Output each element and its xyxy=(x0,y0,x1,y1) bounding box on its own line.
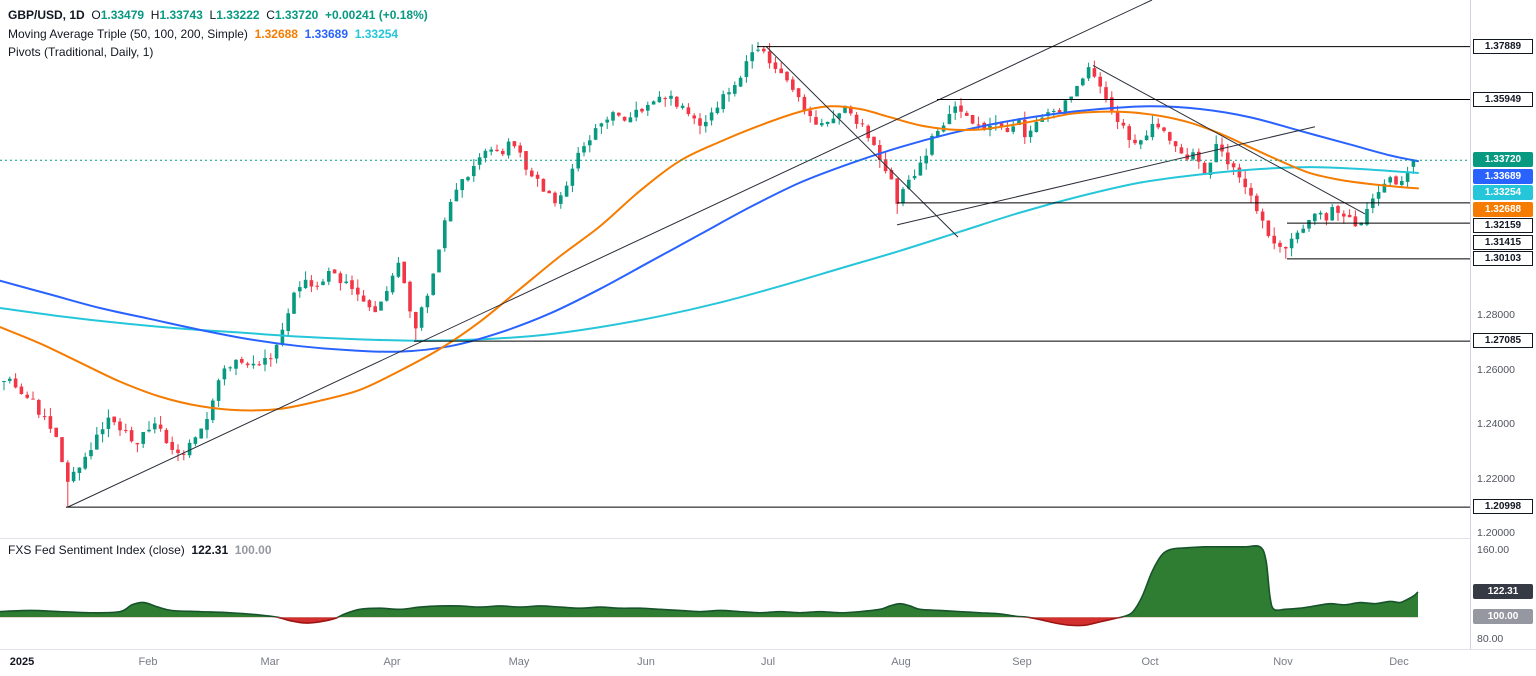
ohlc-high-label: H xyxy=(150,8,160,22)
pivot-price-label: 1.30103 xyxy=(1473,251,1533,267)
candlestick-series xyxy=(2,42,1416,508)
trend-line-3[interactable] xyxy=(1092,64,1366,215)
pivot-price-label: 1.20998 xyxy=(1473,499,1533,515)
ma100-value: 1.33689 xyxy=(304,26,349,41)
pivot-price-label: 1.27085 xyxy=(1473,333,1533,349)
indicator-tick: 160.00 xyxy=(1477,543,1510,556)
pivots-title: Pivots (Traditional, Daily, 1) xyxy=(8,45,154,60)
price-tick: 1.24000 xyxy=(1477,418,1515,431)
pivot-price-label: 1.31415 xyxy=(1473,234,1533,250)
ma50-value: 1.32688 xyxy=(254,26,298,41)
time-axis-label: Apr xyxy=(383,656,401,668)
ohlc-low-value: 1.33222 xyxy=(216,8,260,22)
sentiment-area xyxy=(0,545,1419,627)
indicator-title: FXS Fed Sentiment Index (close) xyxy=(8,543,185,557)
time-axis-label: Feb xyxy=(138,656,158,668)
indicator-badge: 122.31 xyxy=(1473,583,1533,599)
time-axis-label: May xyxy=(508,656,530,668)
ohlc-close-label: C xyxy=(266,8,275,22)
price-tick: 1.28000 xyxy=(1477,309,1515,322)
price-axis[interactable]: 1.37889 1.35949 1.33720 1.33689 1.33254 1.326… xyxy=(1470,0,1536,676)
ohlc-change-value: +0.00241 (+0.18%) xyxy=(324,8,428,22)
ohlc-open-value: 1.33479 xyxy=(100,8,145,22)
symbol-legend-row[interactable]: GBP/USD, 1D O1.33479 H1.33743 L1.33222 C… xyxy=(8,6,428,25)
ma-title: Moving Average Triple (50, 100, 200, Sim… xyxy=(8,26,248,41)
pivot-price-label: 1.32159 xyxy=(1473,218,1533,234)
time-axis-label: Dec xyxy=(1389,656,1409,668)
symbol-title: GBP/USD, 1D xyxy=(8,8,85,22)
time-axis[interactable]: 2025 Feb Mar Apr May Jun Jul Aug Sep Oct Nov Dec xyxy=(0,649,1536,676)
price-badge: 1.33254 xyxy=(1473,185,1533,201)
price-badge: 1.32688 xyxy=(1473,201,1533,217)
time-axis-label: Oct xyxy=(1141,656,1159,668)
price-badge: 1.33689 xyxy=(1473,168,1533,184)
trend-line-4[interactable] xyxy=(896,126,1316,226)
time-axis-label: Jul xyxy=(760,656,776,668)
ohlc-low-label: L xyxy=(209,8,217,22)
time-axis-label: Nov xyxy=(1273,656,1293,668)
chart-legend: GBP/USD, 1D O1.33479 H1.33743 L1.33222 C… xyxy=(8,6,428,62)
pivot-price-label: 1.37889 xyxy=(1473,38,1533,54)
time-axis-label: Sep xyxy=(1012,656,1032,668)
ma-line-sma-200[interactable] xyxy=(0,166,1419,342)
price-badge: 1.33720 xyxy=(1473,152,1533,168)
trend-line-1[interactable] xyxy=(67,0,1153,508)
pivot-price-label: 1.35949 xyxy=(1473,91,1533,107)
price-tick: 1.22000 xyxy=(1477,472,1515,485)
indicator-base-value: 100.00 xyxy=(234,543,272,557)
ohlc-high-value: 1.33743 xyxy=(159,8,203,22)
time-axis-label: 2025 xyxy=(9,656,35,668)
ohlc-open-label: O xyxy=(91,8,101,22)
ma-line-sma-50[interactable] xyxy=(0,105,1419,412)
price-tick: 1.26000 xyxy=(1477,363,1515,376)
price-tick: 1.20000 xyxy=(1477,527,1515,540)
ma-line-sma-100[interactable] xyxy=(0,105,1419,353)
time-axis-label: Mar xyxy=(260,656,280,668)
time-axis-label: Aug xyxy=(891,656,911,668)
pane-separator[interactable] xyxy=(0,538,1536,539)
indicator-tick: 80.00 xyxy=(1477,633,1504,646)
time-axis-label: Jun xyxy=(637,656,655,668)
indicator-value: 122.31 xyxy=(191,543,229,557)
ma200-value: 1.33254 xyxy=(354,26,399,41)
indicator-badge: 100.00 xyxy=(1473,609,1533,625)
trend-line-2[interactable] xyxy=(765,45,959,238)
pivots-legend-row[interactable]: Pivots (Traditional, Daily, 1) xyxy=(8,43,428,62)
ohlc-close-value: 1.33720 xyxy=(274,8,319,22)
ma-legend-row[interactable]: Moving Average Triple (50, 100, 200, Sim… xyxy=(8,25,428,44)
indicator-legend-row[interactable]: FXS Fed Sentiment Index (close) 122.31 1… xyxy=(8,543,272,557)
